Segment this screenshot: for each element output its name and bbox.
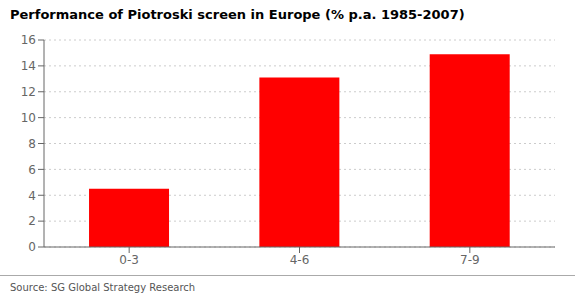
html-text:Performance of Piotroski scree: Performance of Piotroski screen in Europ… (10, 7, 465, 22)
svg-text:8: 8 (28, 137, 36, 151)
svg-text:16: 16 (21, 33, 36, 47)
svg-text:7-9: 7-9 (460, 253, 480, 267)
svg-text:12: 12 (21, 85, 36, 99)
svg-text:10: 10 (21, 111, 36, 125)
svg-text:6: 6 (28, 163, 36, 177)
svg-text:4: 4 (28, 189, 36, 203)
html-text:Source: SG Global Strategy Res: Source: SG Global Strategy Research (10, 282, 196, 293)
svg-text:4-6: 4-6 (290, 253, 310, 267)
svg-text:2: 2 (28, 214, 36, 228)
svg-text:14: 14 (21, 59, 36, 73)
svg-text:0: 0 (28, 240, 36, 254)
svg-text:0-3: 0-3 (119, 253, 139, 267)
